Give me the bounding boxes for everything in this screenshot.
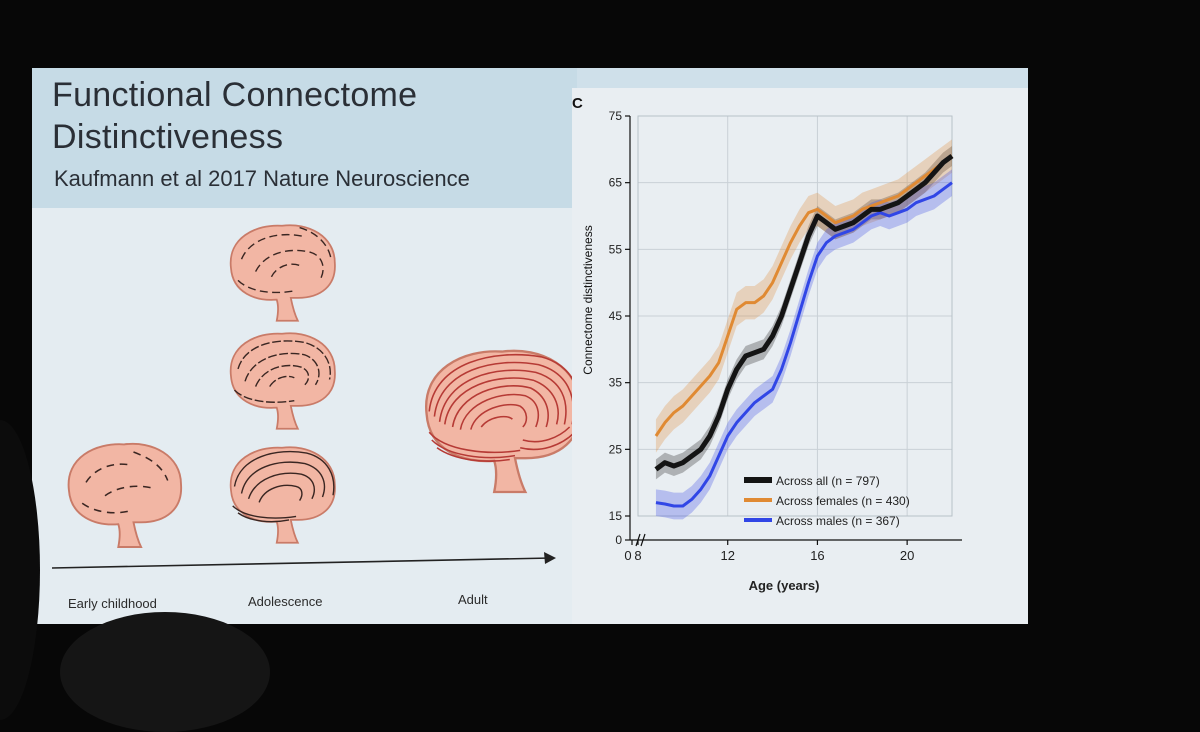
plot-frame: [637, 115, 953, 517]
series-line-0: [654, 153, 954, 472]
development-timeline-arrow: [51, 557, 553, 569]
brain-adult-icon: [424, 349, 582, 494]
series-lines: [654, 153, 954, 508]
y-tick-label: 75: [609, 109, 623, 123]
connectome-chart: C 0 15 25 35 45 55 65 75 0 8 12 16 20 Across all (n …: [572, 95, 962, 593]
y-tick-label: 55: [609, 242, 623, 256]
x-tick-label: 20: [900, 548, 914, 563]
x-tick-label: 16: [810, 548, 824, 563]
presentation-slide: Functional Connectome Distinctiveness Ka…: [32, 68, 1028, 624]
stage-label-early-childhood: Early childhood: [68, 596, 157, 611]
x-tick-label: 8: [634, 548, 641, 563]
series-line-2: [655, 181, 953, 508]
stage-label-adult: Adult: [458, 592, 488, 607]
stage-label-adolescence: Adolescence: [248, 594, 323, 609]
y-axis-label: Connectome distinctiveness: [581, 225, 595, 374]
chart-legend: Across all (n = 797) Across females (n = …: [744, 474, 910, 528]
series-line-1: [654, 154, 953, 437]
chart-gridlines: [637, 115, 953, 517]
brain-adolescence-late-icon: [229, 446, 336, 544]
y-tick-label: 35: [609, 376, 623, 390]
arrow-head-icon: [544, 552, 556, 564]
brain-development-illustration: Early childhood Adolescence Adult: [32, 208, 582, 624]
legend-label-0: Across all (n = 797): [776, 474, 880, 488]
chart-panel-label: C: [572, 95, 583, 112]
y-tick-label: 25: [609, 442, 623, 456]
x-tick-label: 0: [624, 548, 631, 563]
brain-adolescence-mid-icon: [229, 332, 336, 430]
y-tick-label: 45: [609, 309, 623, 323]
brain-early-childhood-icon: [67, 442, 183, 548]
x-tick-label: 12: [720, 548, 734, 563]
slide-title-line-2: Distinctiveness: [52, 118, 284, 156]
y-tick-label: 15: [609, 509, 623, 523]
x-axis-label: Age (years): [749, 578, 820, 593]
title-area: Functional Connectome Distinctiveness Ka…: [32, 68, 577, 208]
legend-label-1: Across females (n = 430): [776, 494, 910, 508]
confidence-band-1: [655, 139, 952, 453]
chart-axes: 0 15 25 35 45 55 65 75 0 8 12 16 20: [609, 109, 962, 563]
legend-label-2: Across males (n = 367): [776, 514, 900, 528]
slide-title-line-1: Functional Connectome: [52, 76, 418, 114]
chart-panel: C 0 15 25 35 45 55 65 75 0 8 12 16 20 Across all (n …: [572, 88, 1028, 624]
y-tick-label: 65: [609, 176, 623, 190]
brain-adolescence-early-icon: [229, 224, 336, 322]
slide-subtitle: Kaufmann et al 2017 Nature Neuroscience: [54, 166, 470, 191]
y-tick-label: 0: [615, 533, 622, 547]
brain-illustration-svg: [51, 224, 582, 569]
audience-head-silhouette: [60, 612, 270, 732]
